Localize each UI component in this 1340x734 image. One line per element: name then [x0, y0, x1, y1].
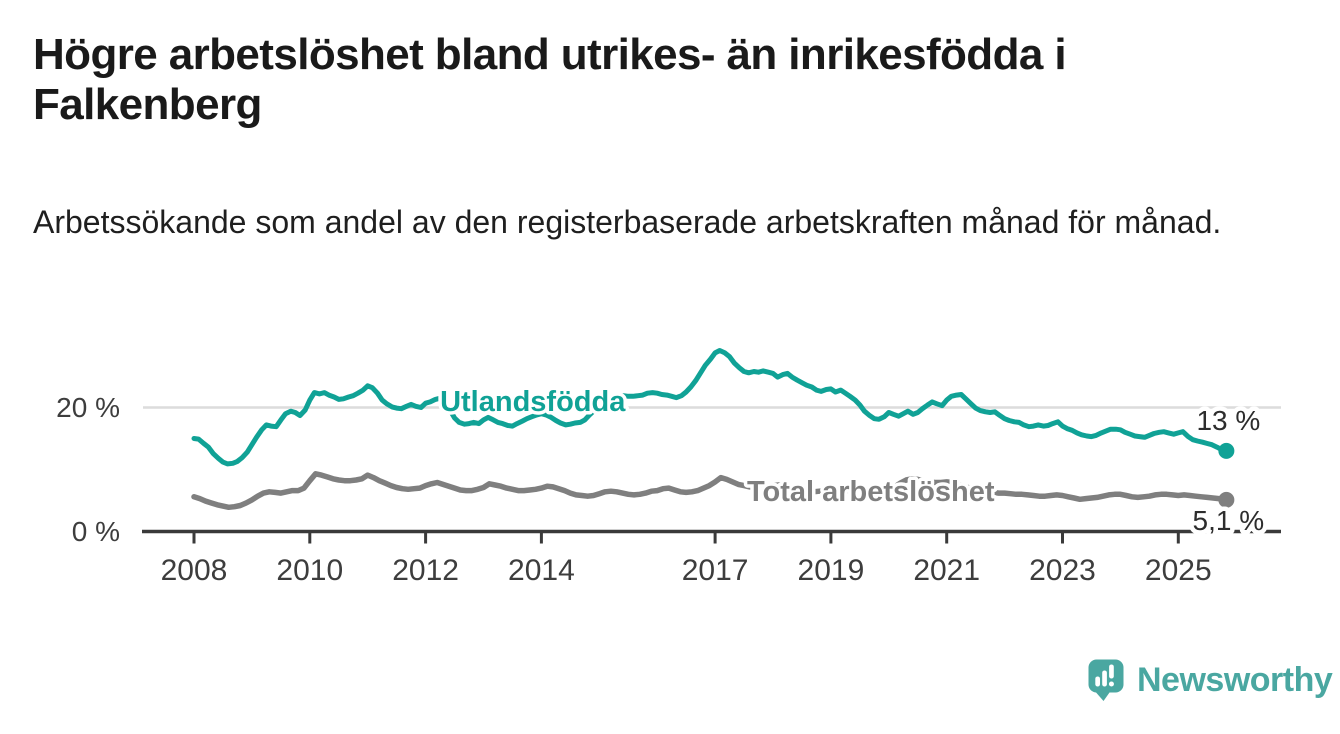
- x-tick-label-2023: 2023: [1029, 554, 1096, 587]
- x-tick-label-2021: 2021: [913, 554, 980, 587]
- page-title: Högre arbetslöshet bland utrikes- än inr…: [33, 30, 1067, 129]
- series-label-total-arbetsl-shet: Total arbetslöshet: [747, 476, 995, 508]
- series-line-total-arbetsl-shet: [191, 471, 1230, 511]
- end-dot-total-arbetsl-shet: [1218, 491, 1235, 508]
- x-tick-label-2019: 2019: [798, 554, 865, 587]
- x-tick-label-2017: 2017: [682, 554, 749, 587]
- newsworthy-logo: Newsworthy: [1088, 659, 1333, 702]
- end-annotation-total-arbetsl-shet: 5,1 %: [1193, 505, 1265, 536]
- x-tick-label-2012: 2012: [392, 554, 459, 587]
- x-tick-label-2025: 2025: [1145, 554, 1212, 587]
- y-tick-label-20: 20 %: [56, 392, 120, 423]
- newsworthy-wordmark: Newsworthy: [1137, 661, 1333, 699]
- series-label-utlandsf-dda: Utlandsfödda: [440, 386, 626, 418]
- y-tick-label-0: 0 %: [72, 516, 120, 547]
- series-line-utlandsf-dda: [191, 348, 1229, 467]
- end-annotation-utlandsf-dda: 13 %: [1196, 405, 1260, 436]
- end-dot-utlandsf-dda: [1218, 442, 1235, 459]
- chart-subtitle: Arbetssökande som andel av den registerb…: [33, 204, 1222, 240]
- newsworthy-speech-bubble-bar-chart-icon: [1088, 659, 1124, 701]
- x-tick-label-2014: 2014: [508, 554, 575, 587]
- x-tick-label-2010: 2010: [276, 554, 343, 587]
- x-tick-label-2008: 2008: [161, 554, 228, 587]
